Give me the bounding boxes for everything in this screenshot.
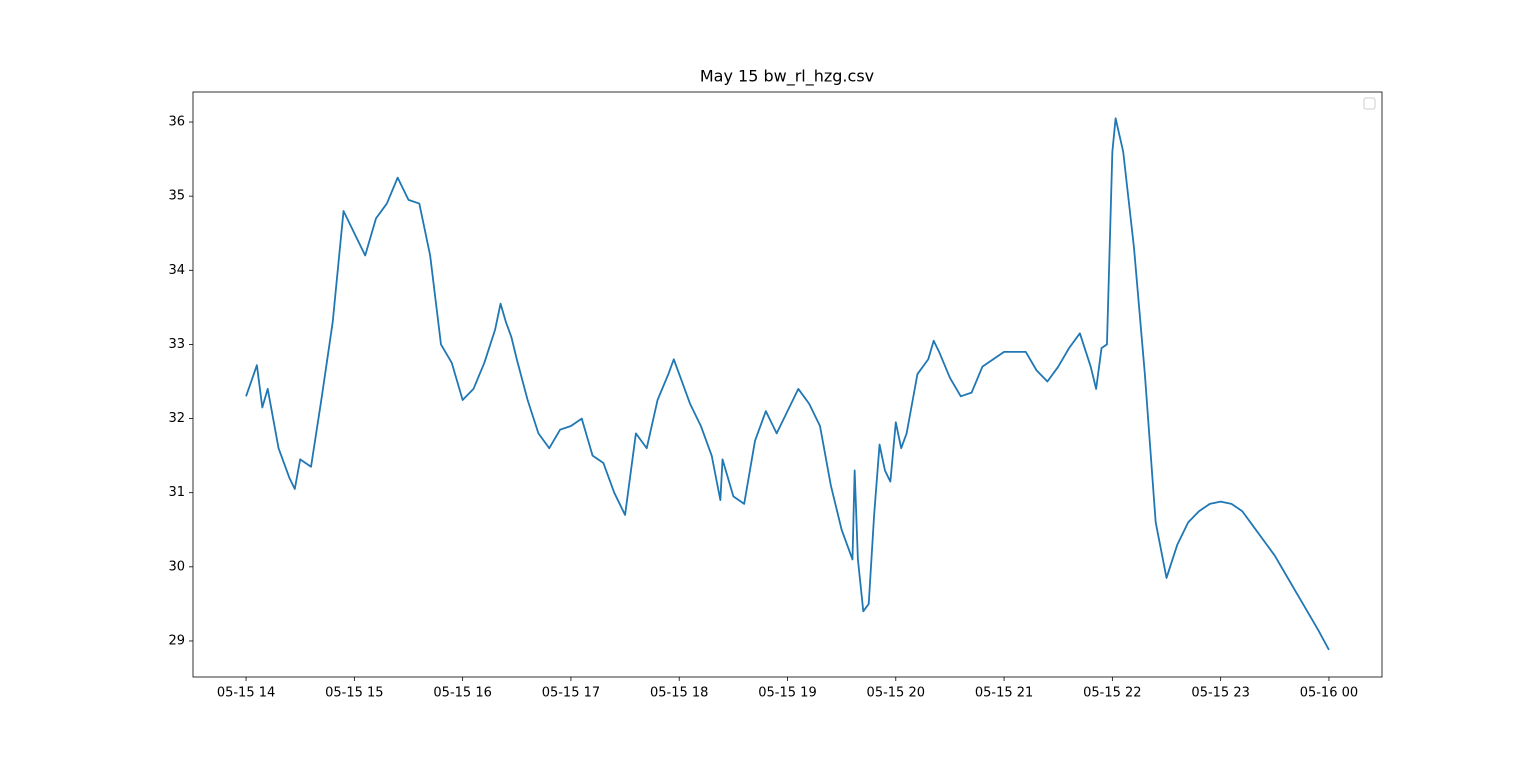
y-tick-label: 30 <box>168 559 185 574</box>
chart-title: May 15 bw_rl_hzg.csv <box>700 67 874 87</box>
x-tick-label: 05-15 17 <box>542 686 600 701</box>
y-tick-label: 31 <box>168 485 185 500</box>
legend-box <box>1363 97 1376 110</box>
x-tick-label: 05-15 20 <box>867 686 925 701</box>
x-tick-label: 05-15 16 <box>433 686 491 701</box>
x-tick-label: 05-15 19 <box>758 686 816 701</box>
x-tick-label: 05-15 14 <box>217 686 275 701</box>
x-tick-label: 05-15 23 <box>1191 686 1249 701</box>
x-tick-label: 05-15 15 <box>325 686 383 701</box>
y-tick-label: 34 <box>168 263 185 278</box>
y-tick-label: 36 <box>168 115 185 130</box>
data-line <box>245 117 1330 651</box>
plot-frame <box>192 91 1383 678</box>
x-tick-label: 05-15 18 <box>650 686 708 701</box>
y-tick-label: 29 <box>168 633 185 648</box>
y-tick-label: 35 <box>168 189 185 204</box>
y-tick-label: 32 <box>168 411 185 426</box>
x-tick-label: 05-16 00 <box>1300 686 1358 701</box>
x-tick-label: 05-15 21 <box>975 686 1033 701</box>
y-tick-label: 33 <box>168 337 185 352</box>
x-tick-label: 05-15 22 <box>1083 686 1141 701</box>
